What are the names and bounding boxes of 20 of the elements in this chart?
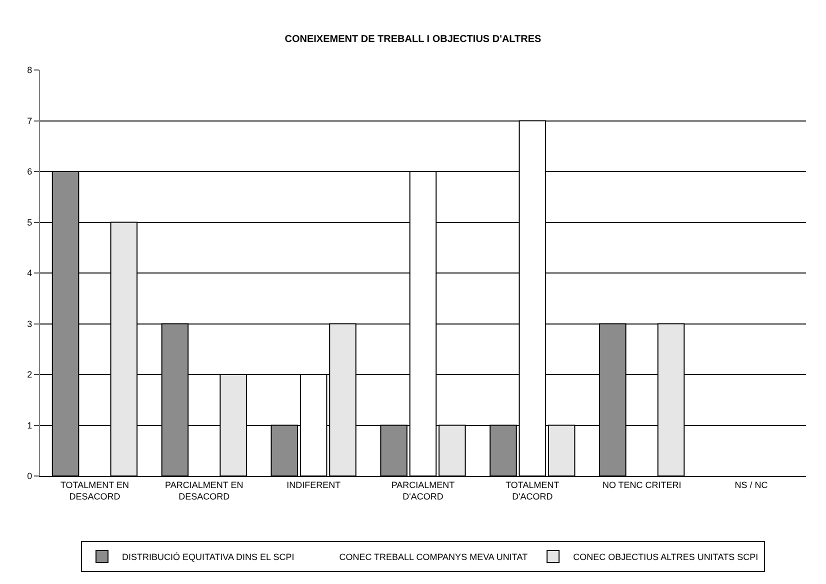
legend-label: DISTRIBUCIÓ EQUITATIVA DINS EL SCPI (122, 552, 294, 562)
y-tick-label: 6 (27, 166, 32, 177)
legend-label: CONEC OBJECTIUS ALTRES UNITATS SCPI (573, 552, 758, 562)
x-tick-label: TOTALMENT EN DESACORD (60, 480, 129, 502)
x-tick-label: NO TENC CRITERI (602, 480, 682, 490)
y-tick-label: 0 (27, 471, 32, 482)
y-tick-label: 3 (27, 318, 32, 329)
chart-title: CONEIXEMENT DE TREBALL I OBJECTIUS D'ALTRES (284, 34, 542, 46)
x-tick-label: PARCIALMENT EN DESACORD (165, 480, 244, 502)
y-tick-label: 5 (27, 217, 32, 228)
y-tick-label: 7 (27, 116, 32, 126)
x-tick-label: TOTALMENT D'ACORD (506, 480, 560, 502)
x-tick-label: PARCIALMENT D'ACORD (391, 480, 456, 502)
y-tick-label: 8 (27, 65, 32, 76)
y-tick-label: 2 (27, 370, 32, 380)
x-tick-label: INDIFERENT (286, 480, 342, 490)
y-tick-label: 4 (27, 268, 32, 278)
text: CONEC TREBALL COMPANYS MEVA UNITAT (339, 552, 528, 562)
x-tick-label: NS / NC (734, 480, 768, 490)
y-tick-label: 1 (27, 420, 32, 430)
